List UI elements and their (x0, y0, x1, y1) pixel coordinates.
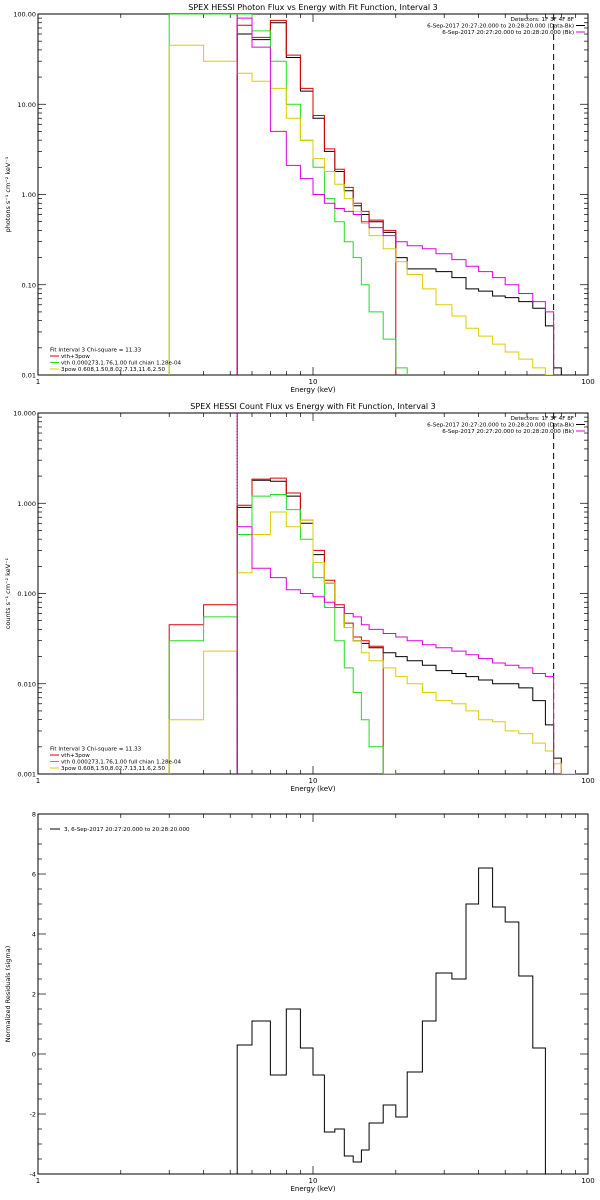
y-tick-label: 1.00 (22, 191, 36, 199)
y-tick-label: 10.00 (17, 101, 36, 109)
y-tick-label: 2 (32, 991, 36, 999)
series-yellow (168, 44, 555, 375)
y-tick-label: 6 (32, 871, 36, 879)
chart-panel-1: SPEX HESSI Photon Flux vs Energy with Fi… (4, 3, 595, 394)
x-tick-label: 100 (581, 777, 594, 785)
x-tick-label: 1 (36, 777, 40, 785)
legend-top-entry: 6-Sep-2017 20:27:20.000 to 20:28:20.000 … (427, 24, 574, 30)
y-tick-label: 0.10 (22, 281, 36, 289)
x-tick-label: 10 (309, 1177, 318, 1185)
legend-bottom-entry: 3pow 0.608,1.50,8.02,7.13,11.6,2.50 (61, 367, 166, 373)
legend-entry: 3, 6-Sep-2017 20:27:20.000 to 20:28:20.0… (64, 827, 190, 833)
chart-panel-2: SPEX HESSI Count Flux vs Energy with Fit… (4, 402, 595, 793)
x-tick-label: 100 (581, 378, 594, 386)
y-tick-label: -4 (30, 1171, 36, 1179)
legend-bottom-entry: vth+3pow (61, 354, 90, 360)
plot-frame (37, 813, 589, 1175)
chart-title: SPEX HESSI Count Flux vs Energy with Fit… (190, 402, 435, 411)
series-green (168, 14, 408, 375)
y-tick-label: 0.001 (17, 771, 36, 779)
series-red (236, 19, 397, 375)
y-tick-label: -2 (30, 1111, 36, 1119)
legend-bottom-entry: vth 0.000273,1.76,1.00 full chian 1.28e-… (61, 361, 182, 367)
legend-bottom-entry: vth 0.000273,1.76,1.00 full chian 1.28e-… (61, 760, 182, 766)
legend-bottom-entry: 3pow 0.608,1.50,8.02,7.13,11.6,2.50 (61, 766, 166, 772)
y-tick-label: 0.100 (17, 590, 36, 598)
series-yellow (168, 511, 576, 774)
legend-top-entry: 6-Sep-2017 20:27:20.000 to 20:28:20.000 … (442, 429, 574, 435)
legend-top-entry: Detectors: 1F 3F 4F 8F (511, 416, 574, 422)
x-axis-label: Energy (keV) (290, 386, 335, 394)
y-tick-label: 100.00 (13, 11, 36, 19)
data-area (168, 14, 562, 375)
chart-title: SPEX HESSI Photon Flux vs Energy with Fi… (188, 3, 438, 12)
data-area (236, 867, 546, 1174)
y-tick-label: 0.010 (17, 680, 36, 688)
chart-panel-3: 1 10 100 Energy (keV) -4 -2 0 2 4 6 8 Normalized Re… (4, 811, 595, 1194)
legend-top-entry: 6-Sep-2017 20:27:20.000 to 20:28:20.000 … (427, 423, 574, 429)
x-tick-label: 100 (581, 1177, 594, 1185)
x-tick-label: 1 (36, 378, 40, 386)
y-tick-label: 0.01 (22, 372, 36, 380)
y-tick-label: 4 (32, 931, 36, 939)
x-tick-label: 10 (309, 378, 318, 386)
x-axis-label: Energy (keV) (290, 1185, 335, 1193)
legend-top-entry: 6-Sep-2017 20:27:20.000 to 20:28:20.000 … (442, 30, 574, 36)
y-axis-label: Normalized Residuals (sigma) (4, 946, 12, 1043)
y-axis-label: counts s⁻¹ cm⁻² keV⁻¹ (4, 557, 12, 629)
y-tick-label: 0 (32, 1051, 36, 1059)
data-area (168, 413, 576, 774)
x-tick-label: 1 (36, 1177, 40, 1185)
series-magenta (236, 17, 555, 375)
x-tick-label: 10 (309, 777, 318, 785)
y-tick-label: 10.000 (13, 410, 36, 418)
series-green (168, 494, 397, 774)
legend-bottom-entry: vth+3pow (61, 753, 90, 759)
legend-top-entry: Detectors: 1F 3F 4F 8F (511, 17, 574, 23)
y-tick-label: 1.000 (17, 500, 36, 508)
x-axis-label: Energy (keV) (290, 785, 335, 793)
y-axis-label: photons s⁻¹ cm⁻² keV⁻¹ (4, 156, 12, 232)
series-black (236, 867, 546, 1174)
series-magenta (236, 526, 555, 774)
legend-bottom-entry: Fit Interval 3 Chi-square = 11.33 (50, 348, 142, 354)
legend-bottom-entry: Fit Interval 3 Chi-square = 11.33 (50, 747, 142, 753)
y-tick-label: 8 (32, 811, 36, 819)
